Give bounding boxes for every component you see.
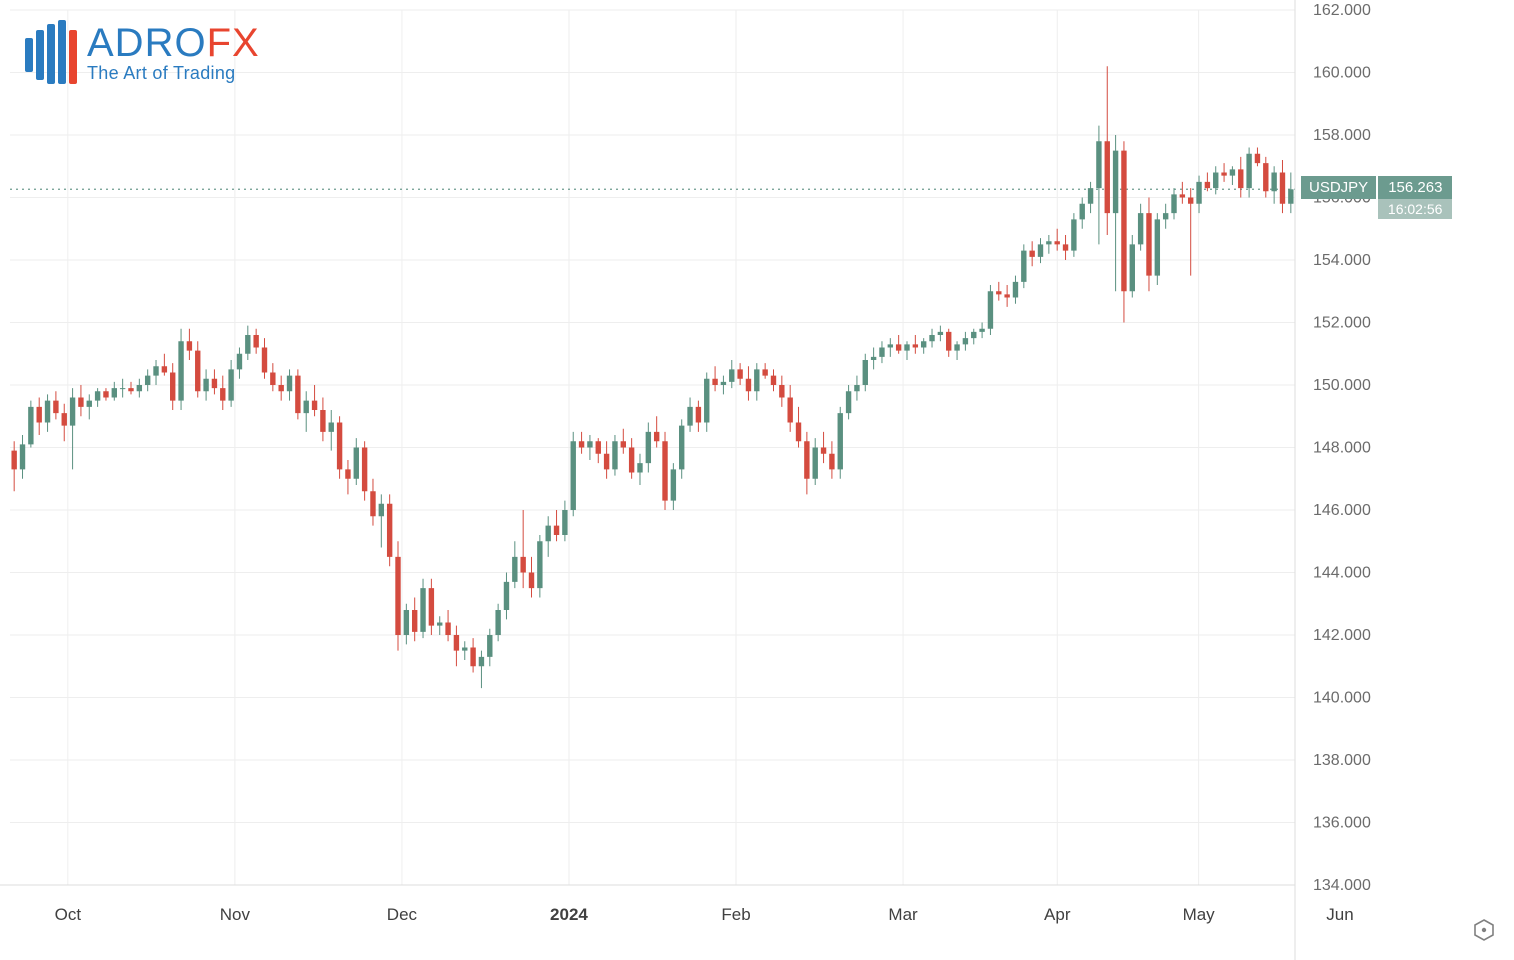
svg-text:Dec: Dec (387, 905, 418, 924)
svg-text:142.000: 142.000 (1313, 627, 1371, 644)
svg-text:160.000: 160.000 (1313, 65, 1371, 82)
candlestick-chart[interactable]: 134.000 136.000 138.000 140.000 142.000 144.0… (0, 0, 1514, 960)
brand-logo: ADROFX The Art of Trading (25, 20, 260, 84)
svg-text:140.000: 140.000 (1313, 690, 1371, 707)
svg-text:154.000: 154.000 (1313, 252, 1371, 269)
badge-price: 156.263 (1378, 176, 1452, 199)
logo-text-b: FX (207, 21, 260, 65)
svg-text:146.000: 146.000 (1313, 502, 1371, 519)
svg-text:Nov: Nov (220, 905, 251, 924)
chart-container: 134.000 136.000 138.000 140.000 142.000 144.0… (0, 0, 1514, 960)
badge-countdown: 16:02:56 (1378, 199, 1453, 219)
logo-bars-icon (25, 20, 77, 84)
svg-text:148.000: 148.000 (1313, 440, 1371, 457)
svg-text:Apr: Apr (1044, 905, 1071, 924)
svg-text:150.000: 150.000 (1313, 377, 1371, 394)
settings-icon[interactable] (1472, 918, 1496, 942)
svg-text:Jun: Jun (1326, 905, 1353, 924)
logo-text-a: ADRO (87, 21, 207, 65)
svg-text:2024: 2024 (550, 905, 588, 924)
svg-text:162.000: 162.000 (1313, 2, 1371, 19)
badge-symbol: USDJPY (1301, 176, 1376, 199)
svg-text:138.000: 138.000 (1313, 752, 1371, 769)
logo-wordmark: ADROFX (87, 22, 260, 64)
logo-tagline: The Art of Trading (87, 64, 260, 83)
svg-text:158.000: 158.000 (1313, 127, 1371, 144)
svg-text:134.000: 134.000 (1313, 877, 1371, 894)
svg-text:Feb: Feb (721, 905, 750, 924)
current-price-badge: USDJPY 156.263 16:02:56 (1301, 176, 1452, 219)
svg-text:May: May (1183, 905, 1216, 924)
svg-text:136.000: 136.000 (1313, 815, 1371, 832)
svg-text:152.000: 152.000 (1313, 315, 1371, 332)
svg-text:Oct: Oct (55, 905, 82, 924)
svg-text:Mar: Mar (888, 905, 918, 924)
svg-text:144.000: 144.000 (1313, 565, 1371, 582)
